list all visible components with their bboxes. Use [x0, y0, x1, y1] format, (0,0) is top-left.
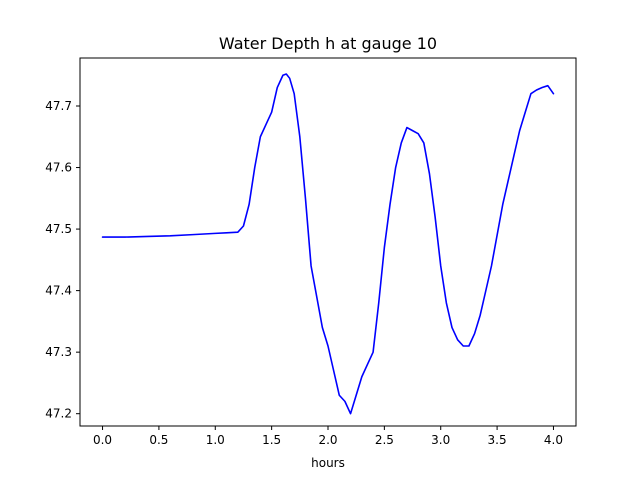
- chart-title: Water Depth h at gauge 10: [219, 34, 437, 53]
- x-tick-label: 2.0: [318, 433, 337, 447]
- series-line-0: [101, 73, 555, 415]
- y-tick-label: 47.3: [45, 345, 72, 359]
- x-tick-label: 0.5: [149, 433, 168, 447]
- y-tick-label: 47.7: [45, 99, 72, 113]
- x-tick-label: 4.0: [544, 433, 563, 447]
- x-tick-label: 0.0: [93, 433, 112, 447]
- y-tick-label: 47.4: [45, 284, 72, 298]
- y-tick-label: 47.2: [45, 407, 72, 421]
- y-tick-label: 47.6: [45, 161, 72, 175]
- x-tick-label: 1.0: [206, 433, 225, 447]
- x-tick-label: 2.5: [375, 433, 394, 447]
- x-tick-label: 3.0: [431, 433, 450, 447]
- x-tick-label: 3.5: [488, 433, 507, 447]
- plot-area: [101, 73, 555, 415]
- y-tick-label: 47.5: [45, 222, 72, 236]
- x-axis-label: hours: [311, 456, 345, 470]
- x-tick-label: 1.5: [262, 433, 281, 447]
- axes: 0.0 0.5 1.0 1.5 2.0 2.5 3.0 3.5 4.0 47.2 47.3 47.4 4…: [45, 57, 577, 447]
